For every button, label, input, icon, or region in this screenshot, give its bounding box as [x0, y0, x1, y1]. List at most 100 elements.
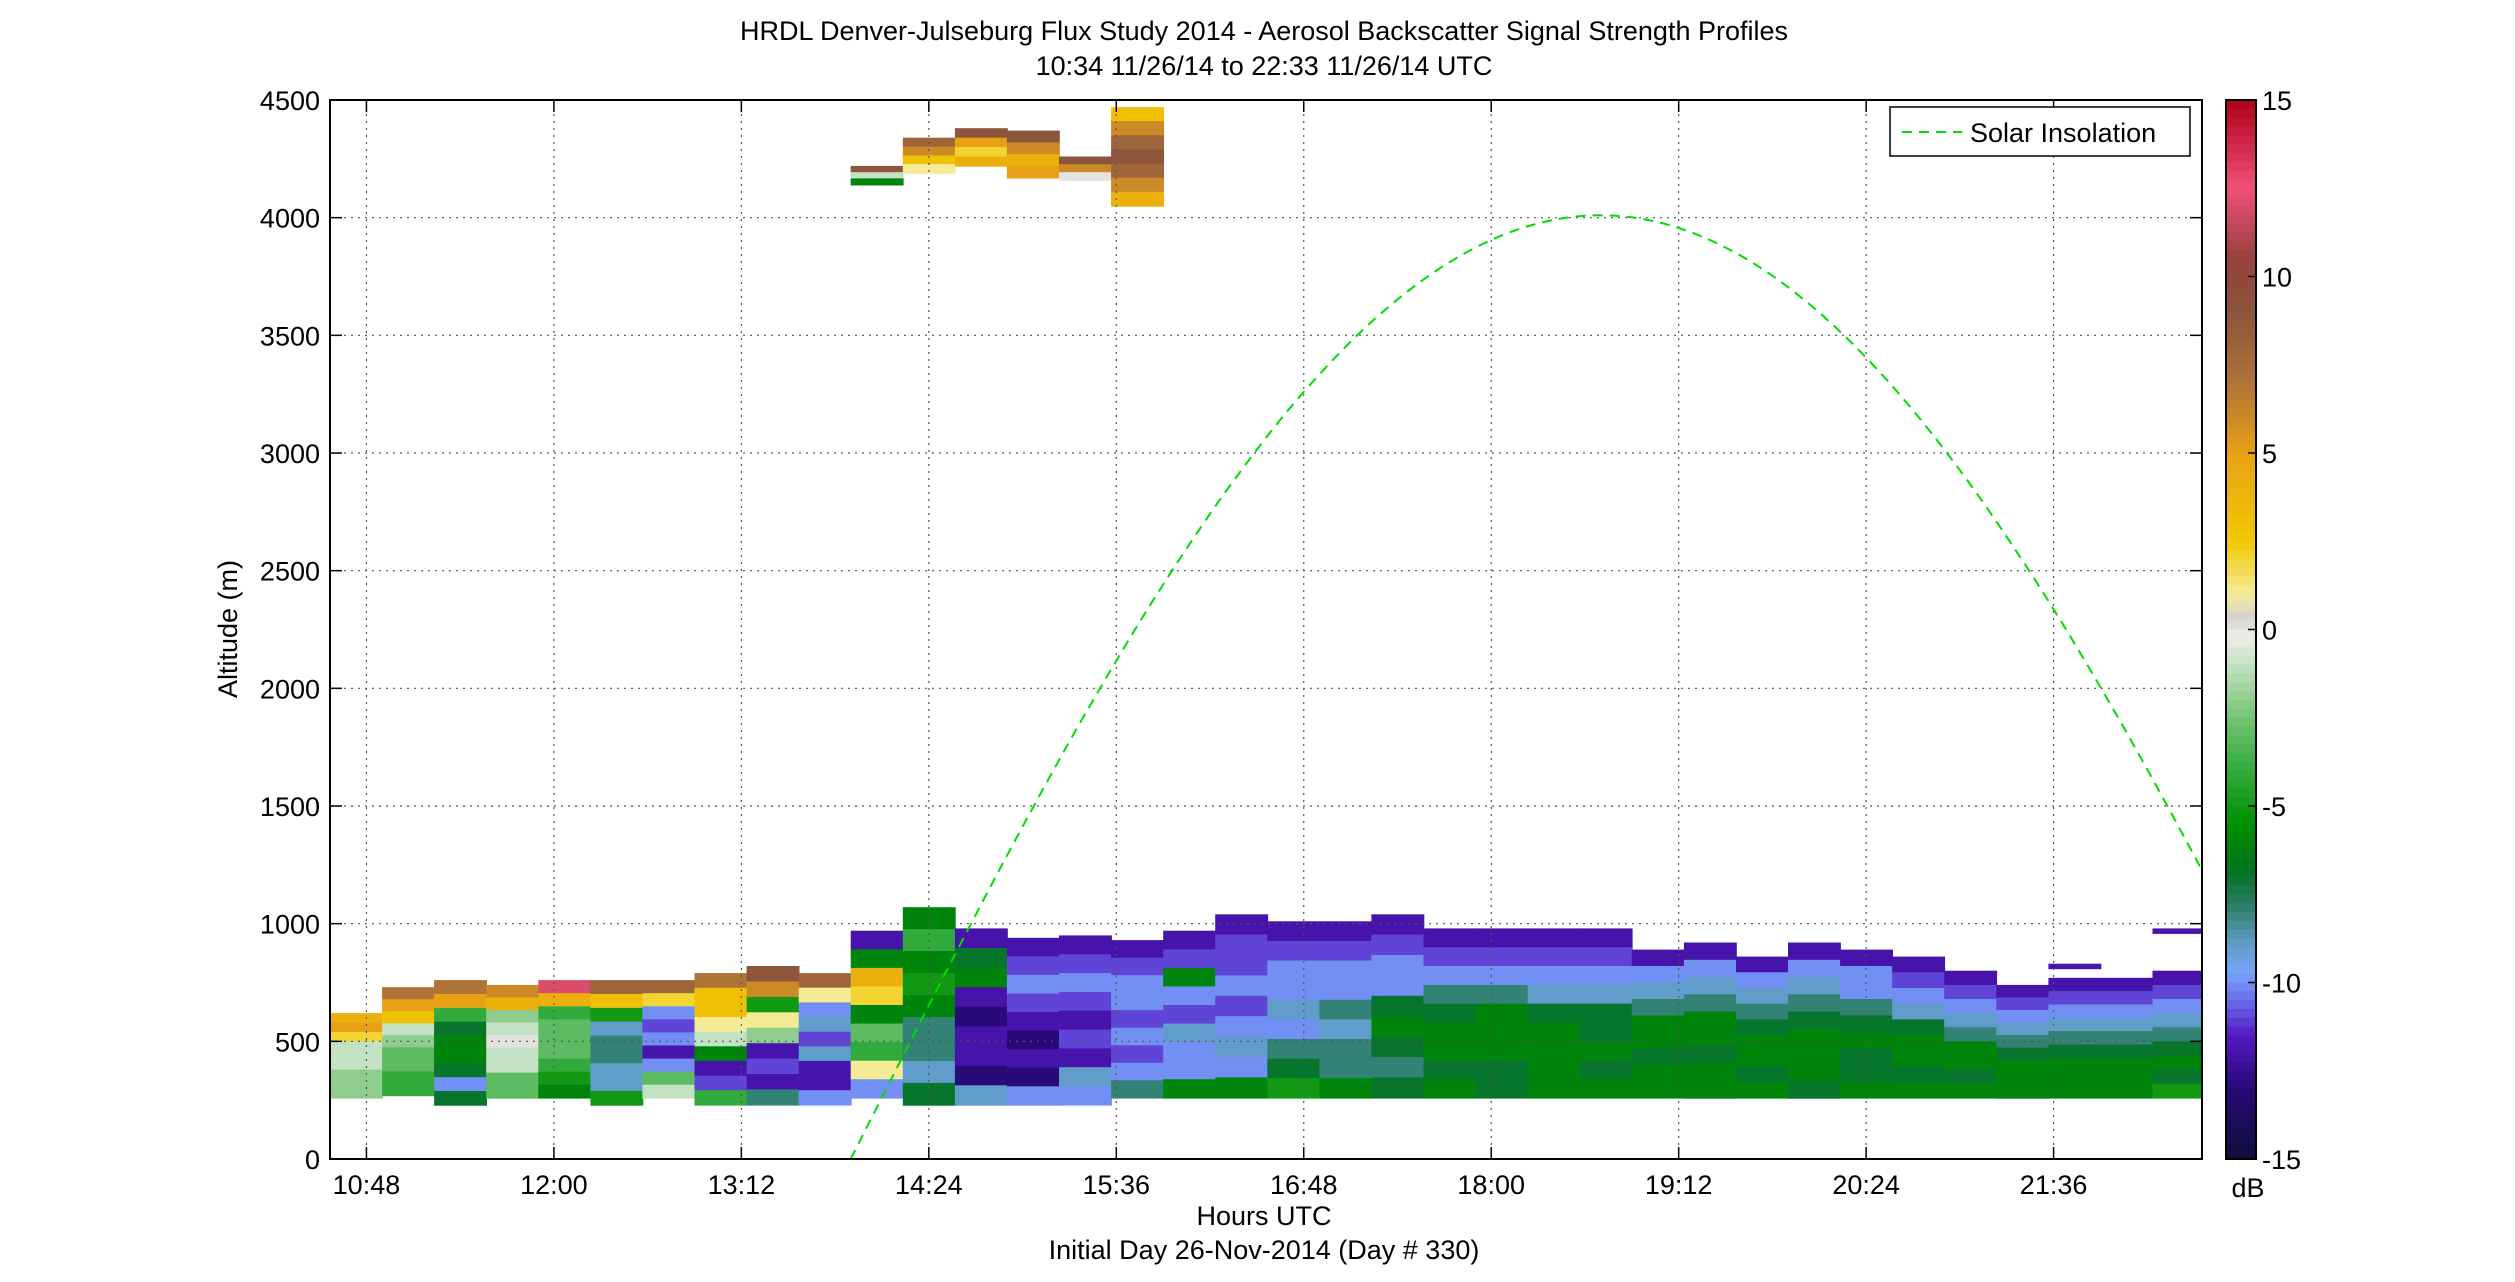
- y-tick-label: 2500: [260, 557, 320, 587]
- profile-lower-4-bin-2: [538, 1006, 592, 1021]
- profile-lower-6-bin-6: [642, 1058, 696, 1073]
- x-tick-label: 16:48: [1270, 1170, 1338, 1200]
- profile-lower-27-bin-1: [1736, 972, 1789, 989]
- profile-lower-32-bin-4: [1996, 1035, 2050, 1049]
- colorbar-segment: [2226, 435, 2256, 445]
- profile-lower-15-bin-5: [1111, 1027, 1164, 1046]
- profile-lower-32-bin-2: [1996, 1010, 2050, 1024]
- profile-lower-0-bin-5: [330, 1060, 383, 1071]
- profile-lower-20-bin-2: [1371, 955, 1425, 977]
- colorbar-segment: [2226, 135, 2256, 145]
- profile-lower-13-bin-5: [1006, 1030, 1060, 1050]
- colorbar-tick-label: -10: [2262, 969, 2301, 999]
- profile-lower-6-bin-1: [642, 993, 696, 1008]
- profile-lower-7-bin-1: [694, 987, 748, 1004]
- profile-lower-21-bin-0: [1423, 928, 1477, 948]
- profile-lower-13-bin-3: [1006, 993, 1060, 1013]
- solar-insolation-line: [849, 214, 2202, 1159]
- profile-lower-26-bin-0: [1683, 942, 1737, 961]
- colorbar-segment: [2226, 620, 2256, 631]
- profile-lower-28-bin-1: [1788, 959, 1841, 978]
- profile-upper-2-bin-3: [954, 156, 1008, 167]
- profile-upper-0-bin-2: [850, 178, 904, 186]
- colorbar-segment: [2226, 541, 2256, 551]
- profile-lower-6-bin-2: [642, 1006, 696, 1021]
- profile-upper-2-bin-1: [954, 137, 1008, 148]
- profile-lower-4-bin-6: [538, 1058, 592, 1073]
- profile-lower-30-bin-3: [1892, 1003, 1946, 1021]
- profile-lower-14-bin-3: [1059, 991, 1112, 1012]
- profile-lower-15-bin-4: [1111, 1010, 1164, 1029]
- profile-upper-0-bin-1: [850, 172, 904, 180]
- profile-lower-10-bin-4: [850, 1005, 904, 1025]
- profile-lower-32-bin-7: [1996, 1072, 2050, 1087]
- colorbar-segment: [2226, 391, 2256, 401]
- profile-lower-21-bin-6: [1423, 1041, 1477, 1061]
- profile-lower-33-bin-2: [2048, 1004, 2102, 1019]
- profile-lower-13-bin-1: [1006, 956, 1060, 976]
- profile-lower-35-bin-4: [2152, 1027, 2202, 1043]
- profile-lower-22-bin-6: [1475, 1041, 1529, 1061]
- profile-lower-0-bin-8: [330, 1088, 383, 1099]
- y-tick-label: 4000: [260, 204, 320, 234]
- profile-lower-13-bin-2: [1006, 974, 1060, 995]
- colorbar-segment: [2226, 876, 2256, 887]
- chart-subtitle: 10:34 11/26/14 to 22:33 11/26/14 UTC: [1036, 51, 1493, 81]
- profile-lower-28-bin-8: [1788, 1080, 1841, 1099]
- profile-lower-26-bin-5: [1683, 1028, 1737, 1047]
- profile-lower-5-bin-1: [590, 994, 644, 1009]
- colorbar-segment: [2226, 188, 2256, 198]
- profile-lower-8-bin-3: [746, 1012, 800, 1029]
- profile-lower-35-bin-3: [2152, 1013, 2202, 1028]
- colorbar-segment: [2226, 753, 2256, 763]
- profile-lower-26-bin-8: [1683, 1080, 1737, 1099]
- profile-lower-18-bin-8: [1267, 1078, 1321, 1099]
- profile-lower-23-bin-1: [1527, 947, 1581, 967]
- profile-lower-33-bin-4: [2048, 1031, 2102, 1046]
- profile-lower-21-bin-4: [1423, 1003, 1477, 1024]
- profile-lower-32-bin-1: [1996, 997, 2050, 1011]
- profile-lower-9-bin-4: [798, 1031, 852, 1048]
- profile-lower-12-bin-8: [954, 1085, 1008, 1106]
- colorbar-segment: [2226, 558, 2256, 569]
- profile-lower-14-bin-6: [1059, 1048, 1112, 1068]
- profile-upper-3-bin-0: [1006, 130, 1060, 144]
- profile-lower-1-bin-3: [382, 1023, 435, 1037]
- profile-lower-19-bin-2: [1319, 960, 1373, 981]
- profile-lower-27-bin-5: [1736, 1035, 1789, 1052]
- profile-lower-12-bin-4: [954, 1006, 1008, 1028]
- colorbar-segment: [2226, 241, 2256, 251]
- profile-lower-4-bin-8: [538, 1084, 592, 1099]
- profile-lower-33-bin-0: [2048, 977, 2102, 992]
- profile-lower-9-bin-0: [798, 973, 852, 989]
- colorbar-segment: [2226, 338, 2256, 348]
- profile-lower-30-bin-1: [1892, 972, 1946, 989]
- profile-lower-14-bin-2: [1059, 973, 1112, 993]
- profile-lower-2-bin-8: [434, 1091, 487, 1106]
- profile-lower-26-bin-4: [1683, 1011, 1737, 1030]
- colorbar-segment: [2226, 1026, 2256, 1037]
- colorbar-tick-label: -15: [2262, 1145, 2301, 1175]
- profile-lower-34-bin-4: [2100, 1031, 2154, 1046]
- colorbar-segment: [2226, 1061, 2256, 1072]
- profile-lower-26-bin-7: [1683, 1063, 1737, 1082]
- profile-lower-11-bin-7: [902, 1060, 956, 1084]
- profile-lower-10-bin-2: [850, 967, 904, 988]
- colorbar-segment: [2226, 920, 2256, 931]
- colorbar-segment: [2226, 788, 2256, 798]
- profile-lower-8-bin-4: [746, 1027, 800, 1044]
- x-tick-label: 13:12: [708, 1170, 776, 1200]
- colorbar-segment: [2226, 735, 2256, 745]
- profile-lower-34-bin-7: [2100, 1071, 2154, 1086]
- colorbar-segment: [2226, 585, 2256, 595]
- profile-lower-5-bin-6: [590, 1063, 644, 1078]
- profile-lower-5-bin-8: [590, 1091, 644, 1106]
- profile-lower-4-bin-7: [538, 1071, 592, 1086]
- profile-lower-35-bin-2: [2152, 999, 2202, 1014]
- profile-lower-29-bin-0: [1840, 949, 1893, 967]
- profile-lower-33-bin-8: [2048, 1084, 2102, 1099]
- heatmap: [330, 107, 2202, 1106]
- colorbar-segment: [2226, 894, 2256, 904]
- profile-lower-19-bin-0: [1319, 921, 1373, 942]
- profile-lower-22-bin-3: [1475, 984, 1529, 1005]
